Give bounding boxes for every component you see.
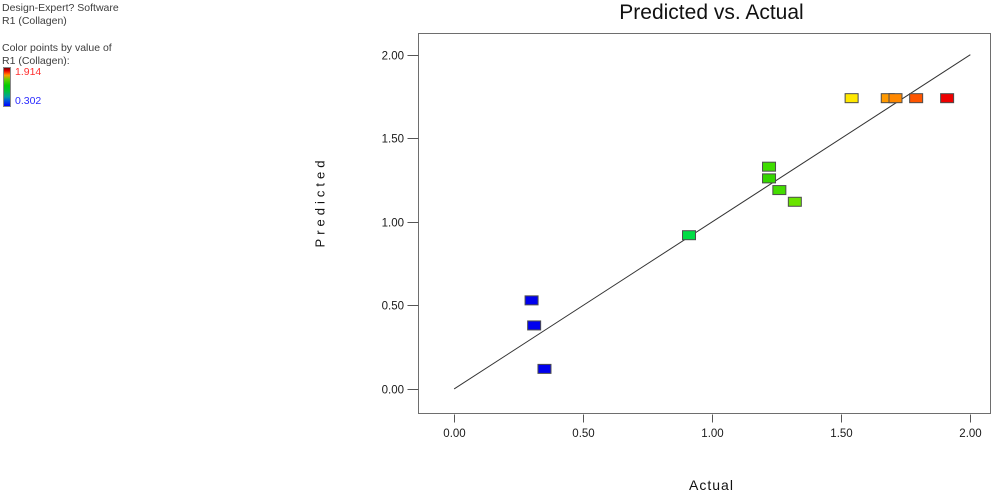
color-scale-max-value: 1.914 <box>15 66 42 78</box>
y-tick-label: 1.50 <box>382 134 404 146</box>
data-point <box>909 93 924 104</box>
y-tick-label: 0.50 <box>382 301 404 313</box>
data-point <box>772 185 787 196</box>
color-scale-min-value: 0.302 <box>15 95 42 107</box>
identity-line <box>453 54 971 390</box>
data-point <box>940 93 955 104</box>
response-name: R1 (Collagen) <box>2 15 67 27</box>
data-point <box>888 93 903 104</box>
color-caption-line1: Color points by value of <box>2 42 112 54</box>
x-tick-label: 2.00 <box>959 428 981 440</box>
x-tick-label: 1.50 <box>830 428 852 440</box>
color-gradient-bar <box>3 67 11 107</box>
data-point <box>537 363 552 374</box>
y-tick-label: 0.00 <box>382 385 404 397</box>
chart-title: Predicted vs. Actual <box>619 1 804 24</box>
y-tick-label: 2.00 <box>382 51 404 63</box>
data-point <box>682 230 697 241</box>
data-point <box>527 320 542 331</box>
plot-border <box>418 33 991 414</box>
color-caption-line2: R1 (Collagen): <box>2 55 70 67</box>
data-point <box>787 196 802 207</box>
y-tick-label: 1.00 <box>382 218 404 230</box>
data-point <box>762 161 777 172</box>
x-tick-label: 0.00 <box>443 428 465 440</box>
software-name: Design-Expert? Software <box>2 2 119 14</box>
data-point <box>762 173 777 184</box>
data-point <box>524 295 539 306</box>
data-point <box>844 93 859 104</box>
x-tick-label: 1.00 <box>701 428 723 440</box>
x-axis-label: Actual <box>689 477 734 493</box>
x-tick-label: 0.50 <box>572 428 594 440</box>
legend-panel: Design-Expert? Software R1 (Collagen) Co… <box>2 2 202 68</box>
